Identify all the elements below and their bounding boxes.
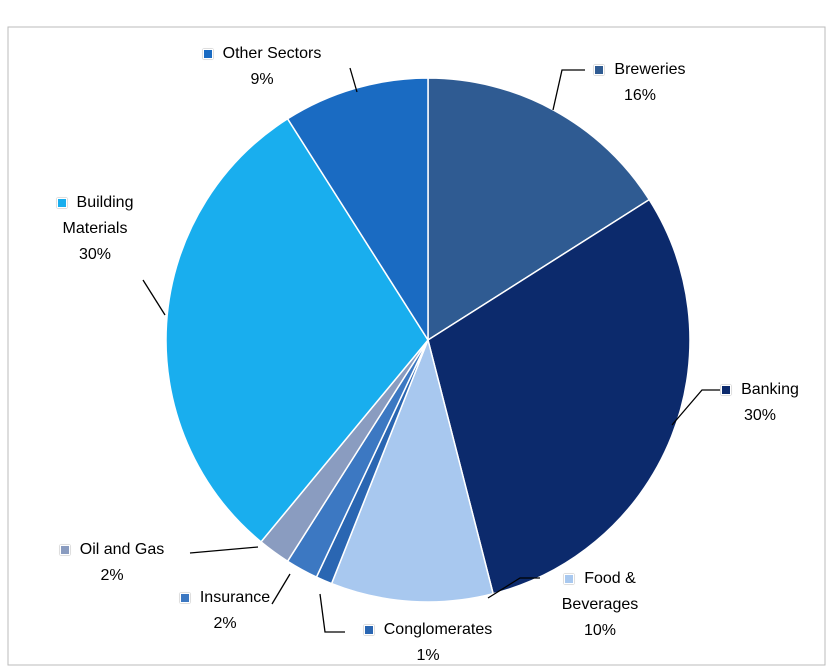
pie-slice (427, 198, 691, 595)
slice-label: Conglomerates 1% (338, 617, 518, 669)
slice-label: Oil and Gas 2% (47, 537, 177, 589)
leader-line (189, 546, 259, 554)
legend-marker (59, 544, 70, 555)
legend-marker (202, 48, 213, 59)
value-label: 1% (416, 647, 440, 664)
legend-marker (179, 592, 190, 603)
slice-label: Food & Beverages 10% (545, 566, 655, 644)
slice-label: Other Sectors 9% (187, 41, 337, 93)
category-name: Banking (741, 381, 799, 398)
leader-line (349, 67, 358, 93)
chart-frame (7, 26, 826, 666)
pie-slice (165, 117, 429, 543)
legend-marker (721, 384, 732, 395)
value-label: 2% (100, 567, 124, 584)
category-name: Other Sectors (222, 45, 322, 62)
leader-line (142, 279, 166, 316)
value-label: 16% (623, 87, 657, 104)
slice-label: Breweries 16% (575, 57, 705, 109)
pie-slice (330, 337, 495, 603)
category-name: Building Materials (62, 194, 134, 237)
legend-marker (564, 573, 575, 584)
value-label: 30% (78, 246, 112, 263)
category-name: Breweries (614, 61, 686, 78)
value-label: 30% (743, 407, 777, 424)
pie-slice (427, 77, 651, 342)
value-label: 10% (583, 622, 617, 639)
legend-marker (363, 624, 374, 635)
value-label: 2% (213, 615, 237, 632)
category-name: Conglomerates (383, 621, 493, 638)
category-name: Insurance (199, 589, 271, 606)
leader-line (487, 577, 540, 599)
category-name: Food & Beverages (561, 570, 639, 613)
leader-line (552, 69, 585, 111)
slice-label: Building Materials 30% (40, 190, 150, 268)
legend-marker (594, 64, 605, 75)
leader-line (319, 593, 345, 633)
value-label: 9% (250, 71, 274, 88)
category-name: Oil and Gas (79, 541, 165, 558)
leader-line (271, 573, 291, 605)
slice-label: Banking 30% (705, 377, 815, 429)
leader-line (671, 389, 720, 426)
legend-marker (56, 197, 67, 208)
pie-slice (286, 77, 429, 343)
slice-label: Insurance 2% (165, 585, 285, 637)
